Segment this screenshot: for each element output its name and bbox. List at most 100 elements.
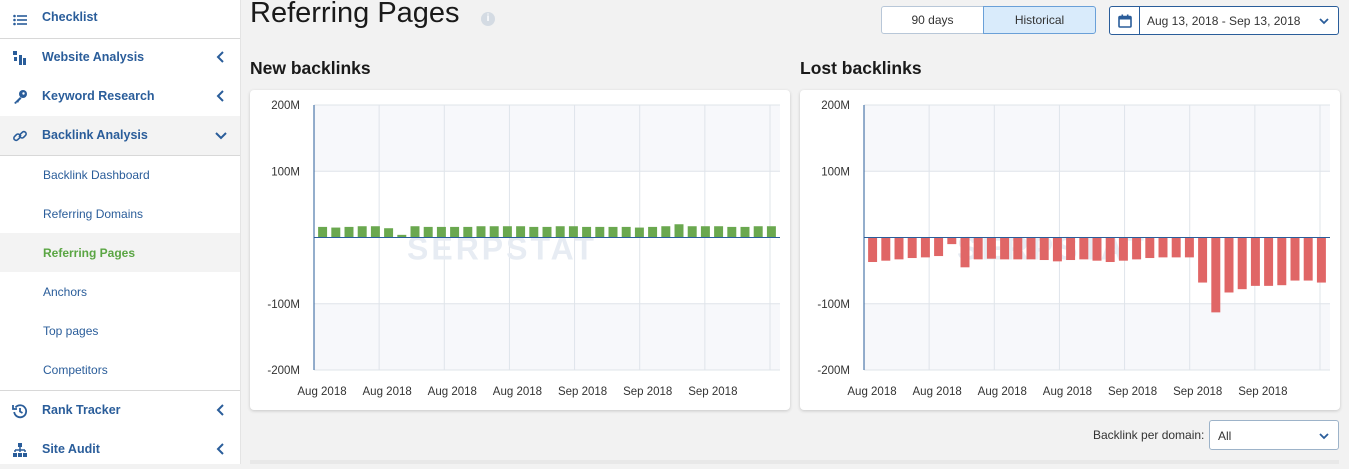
x-tick-label: Aug 2018 — [1043, 386, 1092, 398]
sidebar-item-backlink-analysis[interactable]: Backlink Analysis — [0, 116, 240, 155]
bar — [1066, 237, 1076, 261]
lost-backlinks-svg: SERPSTAT 200M 100M -100M -200M Aug 2018 Aug 20… — [817, 100, 1330, 398]
date-range-picker[interactable]: Aug 13, 2018 - Sep 13, 2018 — [1109, 6, 1339, 35]
backlink-per-domain-select[interactable]: All — [1209, 420, 1339, 450]
x-tick-label: Aug 2018 — [913, 386, 962, 398]
bar — [555, 226, 565, 238]
bar — [1277, 237, 1287, 286]
sidebar-item-label: Rank Tracker — [42, 403, 121, 417]
y-tick-label: -100M — [267, 299, 300, 311]
sidebar-item-checklist[interactable]: Checklist — [0, 0, 240, 39]
bar — [1264, 237, 1274, 286]
y-tick-label: 100M — [821, 166, 850, 178]
calendar-icon — [1110, 7, 1140, 34]
bar — [1171, 237, 1181, 258]
bar — [423, 226, 433, 238]
bar — [318, 226, 328, 238]
sidebar-subitem-top-pages[interactable]: Top pages — [0, 311, 240, 350]
bar — [740, 226, 750, 238]
bar — [1145, 237, 1155, 259]
key-icon — [11, 88, 29, 106]
sidebar-subitem-backlink-dashboard[interactable]: Backlink Dashboard — [0, 155, 240, 194]
bar — [634, 227, 644, 238]
bar — [489, 226, 499, 238]
x-tick-label: Aug 2018 — [428, 386, 477, 398]
bar — [1079, 237, 1089, 260]
y-tick-label: -200M — [267, 365, 300, 377]
bar — [868, 237, 878, 263]
divider — [0, 155, 240, 156]
bar — [1237, 237, 1247, 290]
bar — [1198, 237, 1208, 283]
bar — [1158, 237, 1168, 258]
x-tick-label: Sep 2018 — [688, 386, 737, 398]
bar — [516, 226, 526, 238]
bar — [661, 226, 671, 238]
x-tick-label: Sep 2018 — [1173, 386, 1222, 398]
bar — [357, 226, 367, 238]
y-tick-label: 200M — [821, 100, 850, 112]
link-icon — [11, 127, 29, 145]
range-historical-button[interactable]: Historical — [983, 6, 1096, 34]
x-tick-label: Aug 2018 — [978, 386, 1027, 398]
new-backlinks-svg: SERPSTAT 200M 100M -100M -200M Aug 2018 Aug 20… — [267, 100, 780, 398]
lost-backlinks-chart: SERPSTAT 200M 100M -100M -200M Aug 2018 Aug 20… — [800, 90, 1340, 410]
sidebar-item-keyword-research[interactable]: Keyword Research — [0, 77, 240, 116]
bar — [753, 226, 763, 238]
bar — [568, 226, 578, 238]
sidebar-subitem-competitors[interactable]: Competitors — [0, 350, 240, 389]
chevron-left-icon — [216, 90, 224, 102]
bar — [1039, 237, 1049, 261]
sidebar-item-label: Site Audit — [42, 442, 100, 456]
sidebar-subitem-referring-pages[interactable]: Referring Pages — [0, 233, 240, 272]
bar — [1211, 237, 1221, 313]
bar — [960, 237, 970, 268]
new-backlinks-title: New backlinks — [250, 58, 371, 78]
sidebar-subitem-label: Backlink Dashboard — [43, 167, 150, 182]
bar — [727, 226, 737, 238]
watermark: SERPSTAT — [957, 231, 1147, 267]
bar — [370, 226, 380, 238]
sidebar-subitem-label: Anchors — [43, 284, 88, 299]
bar — [410, 226, 420, 238]
new-backlinks-chart: SERPSTAT 200M 100M -100M -200M Aug 2018 Aug 20… — [250, 90, 790, 410]
bar — [1000, 237, 1010, 260]
bar — [881, 237, 891, 261]
sidebar-subitem-label: Competitors — [43, 362, 108, 377]
bar — [1013, 237, 1023, 260]
range-90-days-button[interactable]: 90 days — [881, 6, 984, 34]
bar — [973, 237, 983, 260]
bar — [934, 237, 944, 257]
bar — [894, 237, 904, 260]
sidebar-subitem-label: Top pages — [43, 323, 99, 338]
watermark: SERPSTAT — [407, 231, 597, 267]
lost-backlinks-title: Lost backlinks — [800, 58, 922, 78]
sidebar-subitem-referring-domains[interactable]: Referring Domains — [0, 194, 240, 233]
sidebar-subitem-anchors[interactable]: Anchors — [0, 272, 240, 311]
sidebar-item-label: Keyword Research — [42, 89, 155, 103]
sidebar: Checklist Website Analysis Keyword Resea… — [0, 0, 241, 464]
x-tick-label: Sep 2018 — [1108, 386, 1157, 398]
y-tick-label: 100M — [271, 166, 300, 178]
bar — [608, 226, 618, 238]
y-tick-label: -100M — [817, 299, 850, 311]
date-range-value: Aug 13, 2018 - Sep 13, 2018 — [1147, 14, 1301, 28]
bar — [674, 224, 684, 238]
bar — [648, 226, 658, 238]
y-tick-label: -200M — [817, 365, 850, 377]
sidebar-item-site-audit[interactable]: Site Audit — [0, 430, 240, 469]
sidebar-item-website-analysis[interactable]: Website Analysis — [0, 38, 240, 77]
bar — [463, 226, 473, 238]
bar — [766, 226, 776, 238]
backlink-per-domain-label: Backlink per domain: — [1093, 428, 1205, 442]
select-value: All — [1218, 429, 1232, 443]
bar — [1290, 237, 1300, 281]
bar — [529, 226, 539, 238]
x-tick-label: Sep 2018 — [558, 386, 607, 398]
sidebar-item-rank-tracker[interactable]: Rank Tracker — [0, 391, 240, 430]
sitemap-icon — [11, 441, 29, 459]
x-tick-label: Aug 2018 — [493, 386, 542, 398]
info-icon[interactable]: i — [481, 12, 495, 26]
sidebar-item-label: Website Analysis — [42, 50, 145, 64]
bar — [331, 227, 341, 238]
